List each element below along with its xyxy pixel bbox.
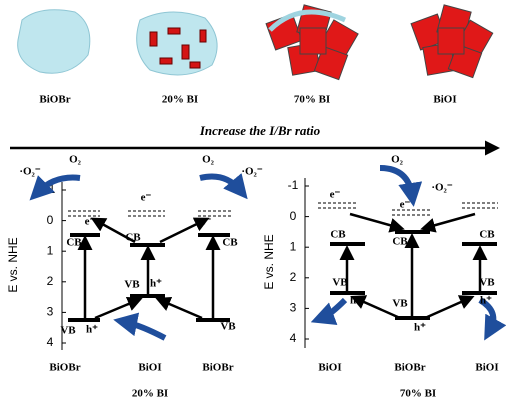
cb-label: CB [392,236,408,248]
tick-label: 0 [47,213,54,227]
caption: 70% BI [400,388,436,400]
tick-label: 1 [290,239,297,253]
material: BiOI [475,362,498,374]
hole: h⁺ [86,324,98,336]
material: BiOBr [49,362,80,374]
tick-label: 3 [290,301,297,315]
bi20-particle [136,11,218,76]
cb-label: CB [330,229,346,241]
hole: h⁺ [414,322,426,334]
vb-label: VB [124,279,140,291]
oxygen: O₂ [391,154,404,166]
crystals [149,27,207,69]
bi70-particle [265,4,359,81]
sample-label: BiOBr [39,94,70,106]
vb-label: VB [60,325,76,337]
shell [268,9,347,32]
material: BiOBr [394,362,425,374]
vb-label: VB [220,321,236,333]
hole: h⁺ [150,278,162,290]
panel-right: E vs. NHE -1 0 1 2 3 4 O₂ ·O₂⁻ e⁻ e⁻ CB CB CB… [262,154,507,400]
tick-label: 4 [47,335,54,349]
vb-label: VB [332,277,348,289]
oxygen: O₂ [69,154,82,166]
cb-label: CB [125,232,141,244]
electron: e⁻ [85,216,96,228]
hole: h⁺ [480,295,492,307]
sample-label: 70% BI [294,94,330,106]
superoxide: ·O₂⁻ [431,182,453,194]
axis-label: E vs. NHE [262,234,276,289]
vb-label: VB [392,298,408,310]
bioi-particle [410,4,494,79]
material: BiOI [318,362,341,374]
material: BiOI [138,362,161,374]
electron: e⁻ [141,192,152,204]
biobr-particle [17,9,91,74]
tick-label: 2 [290,270,297,284]
tick-label: 0 [290,209,297,223]
tick-label: 4 [290,331,297,345]
cb-label: CB [222,237,238,249]
sample-label: 20% BI [162,94,198,106]
electron: e⁻ [330,189,341,201]
electron: e⁻ [400,199,411,211]
arrow-label: Increase the I/Br ratio [199,123,321,138]
tick-label: 1 [47,243,54,257]
tick-label: -1 [288,178,299,192]
caption: 20% BI [132,388,168,400]
particles [17,4,494,81]
vb-label: VB [479,277,495,289]
hole: h⁺ [350,295,362,307]
cb-label: CB [66,237,82,249]
cb-label: CB [479,229,495,241]
sample-label: BiOI [433,94,456,106]
electron: e⁻ [201,216,212,228]
axis-label: E vs. NHE [6,237,20,292]
tick-label: 3 [47,305,54,319]
oxygen: O₂ [202,154,215,166]
material: BiOBr [202,362,233,374]
superoxide: ·O₂⁻ [241,166,263,178]
tick-label: 2 [47,274,54,288]
superoxide: ·O₂⁻ [19,166,41,178]
